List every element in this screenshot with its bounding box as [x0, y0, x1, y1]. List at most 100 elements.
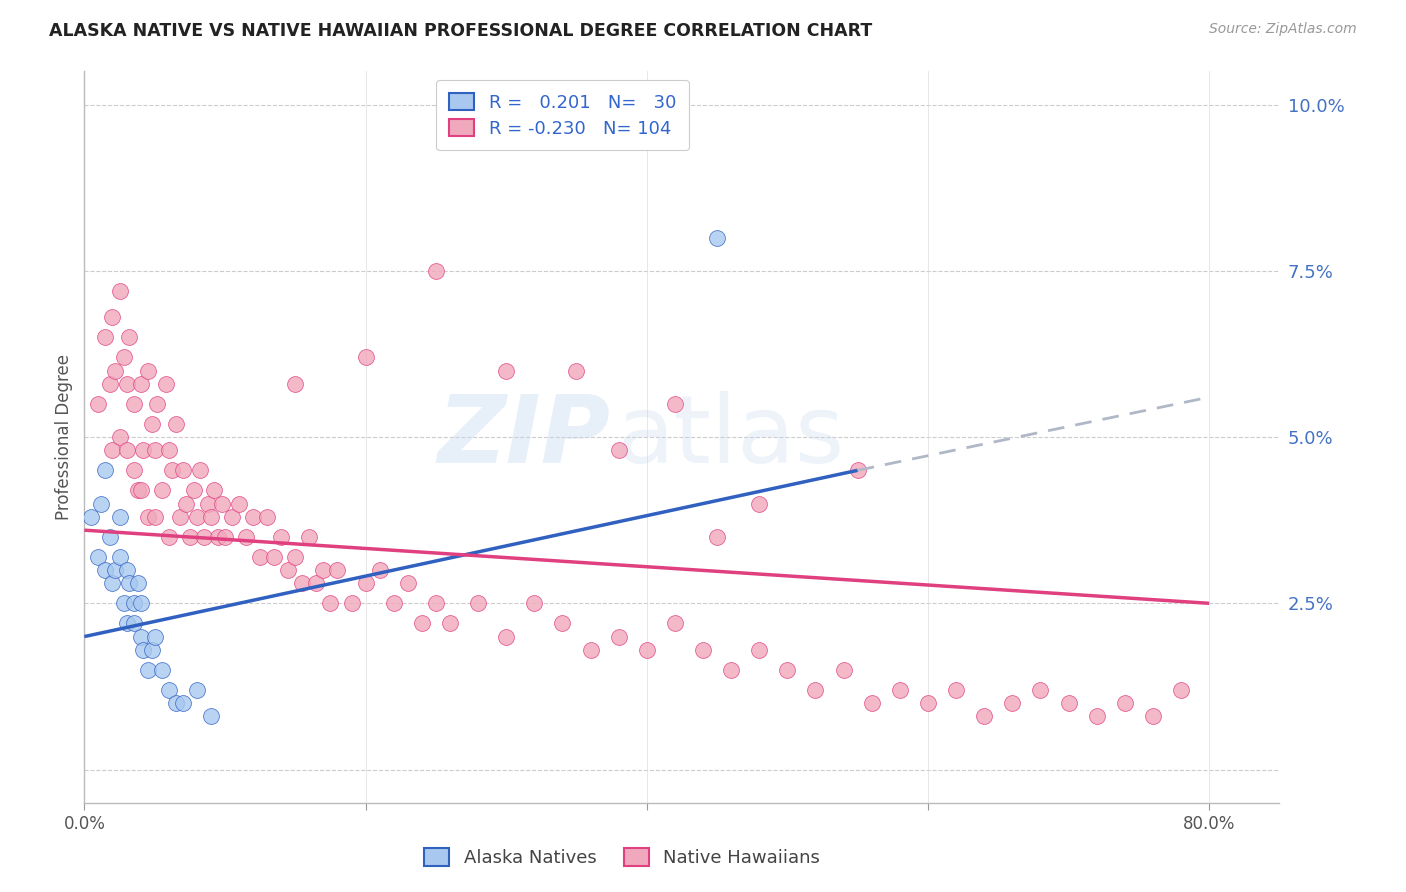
Point: [87, 549, 110, 564]
Point: [1029, 682, 1052, 697]
Point: [122, 397, 145, 411]
Point: [368, 563, 391, 577]
Point: [382, 596, 405, 610]
Point: [94, 463, 117, 477]
Point: [221, 509, 243, 524]
Point: [551, 616, 574, 631]
Point: [80, 509, 103, 524]
Point: [146, 397, 169, 411]
Point: [664, 397, 686, 411]
Point: [193, 530, 215, 544]
Point: [692, 643, 714, 657]
Point: [129, 376, 152, 391]
Point: [1170, 682, 1192, 697]
Point: [411, 616, 433, 631]
Point: [90, 497, 112, 511]
Point: [832, 663, 855, 677]
Point: [284, 376, 307, 391]
Point: [183, 483, 205, 498]
Point: [340, 596, 363, 610]
Text: ALASKA NATIVE VS NATIVE HAWAIIAN PROFESSIONAL DEGREE CORRELATION CHART: ALASKA NATIVE VS NATIVE HAWAIIAN PROFESS…: [49, 22, 873, 40]
Point: [115, 443, 138, 458]
Point: [136, 509, 159, 524]
Point: [284, 549, 307, 564]
Point: [945, 682, 967, 697]
Point: [197, 497, 219, 511]
Point: [214, 530, 236, 544]
Legend: Alaska Natives, Native Hawaiians: Alaska Natives, Native Hawaiians: [416, 841, 828, 874]
Point: [917, 696, 939, 710]
Point: [172, 696, 194, 710]
Point: [607, 630, 630, 644]
Point: [354, 351, 377, 365]
Point: [179, 530, 201, 544]
Point: [129, 483, 152, 498]
Point: [141, 417, 163, 431]
Point: [235, 530, 257, 544]
Point: [101, 576, 124, 591]
Point: [636, 643, 658, 657]
Point: [129, 630, 152, 644]
Point: [112, 596, 135, 610]
Point: [157, 682, 180, 697]
Point: [127, 576, 149, 591]
Point: [160, 463, 183, 477]
Point: [136, 363, 159, 377]
Point: [186, 682, 208, 697]
Point: [720, 663, 742, 677]
Point: [319, 596, 342, 610]
Point: [467, 596, 489, 610]
Point: [115, 376, 138, 391]
Point: [118, 330, 141, 344]
Point: [305, 576, 328, 591]
Point: [108, 509, 131, 524]
Point: [143, 443, 166, 458]
Point: [169, 509, 191, 524]
Point: [354, 576, 377, 591]
Point: [94, 563, 117, 577]
Point: [150, 663, 173, 677]
Point: [256, 509, 278, 524]
Point: [207, 530, 229, 544]
Point: [115, 616, 138, 631]
Text: atlas: atlas: [616, 391, 845, 483]
Point: [1085, 709, 1108, 723]
Point: [122, 463, 145, 477]
Point: [263, 549, 285, 564]
Point: [664, 616, 686, 631]
Point: [202, 483, 225, 498]
Point: [1114, 696, 1136, 710]
Point: [291, 576, 314, 591]
Point: [1142, 709, 1164, 723]
Point: [132, 643, 155, 657]
Point: [439, 616, 461, 631]
Point: [846, 463, 869, 477]
Point: [112, 351, 135, 365]
Point: [101, 310, 124, 325]
Point: [155, 376, 177, 391]
Point: [104, 363, 127, 377]
Point: [270, 530, 292, 544]
Point: [165, 696, 187, 710]
Point: [172, 463, 194, 477]
Point: [565, 363, 588, 377]
Point: [607, 443, 630, 458]
Point: [98, 376, 121, 391]
Point: [122, 616, 145, 631]
Point: [973, 709, 995, 723]
Point: [122, 596, 145, 610]
Text: Source: ZipAtlas.com: Source: ZipAtlas.com: [1209, 22, 1357, 37]
Point: [523, 596, 546, 610]
Point: [242, 509, 264, 524]
Point: [108, 430, 131, 444]
Point: [1001, 696, 1024, 710]
Point: [136, 663, 159, 677]
Point: [889, 682, 911, 697]
Point: [129, 596, 152, 610]
Point: [706, 230, 728, 244]
Point: [200, 509, 222, 524]
Point: [228, 497, 250, 511]
Point: [495, 630, 517, 644]
Point: [298, 530, 321, 544]
Point: [165, 417, 187, 431]
